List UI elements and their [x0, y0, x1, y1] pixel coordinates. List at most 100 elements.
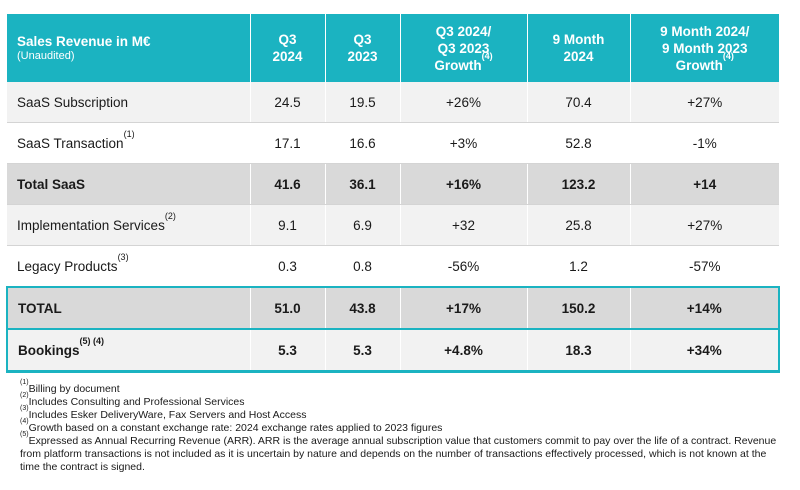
cell-9month-growth: +27% — [629, 82, 779, 123]
cell-9month-growth: -1% — [629, 122, 779, 164]
cell-9month-growth: -57% — [629, 245, 779, 288]
header-q3-2024: Q3 2024 — [249, 14, 325, 82]
cell-q3-2024: 5.3 — [249, 329, 325, 373]
cell-q3-growth: +32 — [399, 204, 527, 246]
header-q3-2024-line1: Q3 — [278, 32, 297, 47]
header-sales-revenue: Sales Revenue in M€ (Unaudited) — [7, 14, 250, 82]
cell-q3-2023: 36.1 — [324, 163, 400, 205]
cell-q3-2024: 0.3 — [249, 245, 325, 288]
cell-q3-growth: -56% — [399, 245, 527, 288]
sales-revenue-table-wrapper: Sales Revenue in M€ (Unaudited) Q3 2024 … — [6, 14, 780, 373]
row-label-text: TOTAL — [18, 300, 62, 316]
header-9month-growth-line3: Growth — [675, 57, 723, 73]
header-q3-growth-footnote-ref: (4) — [481, 51, 493, 61]
footnote-2: (2)Includes Consulting and Professional … — [20, 392, 780, 409]
row-label: TOTAL — [6, 286, 250, 330]
cell-9month-growth: +34% — [629, 329, 780, 373]
footnote-1: (1)Billing by document — [20, 379, 780, 396]
cell-q3-growth: +16% — [399, 163, 527, 205]
row-label-text: SaaS Subscription — [17, 94, 129, 110]
row-label: SaaS Transaction(1) — [7, 122, 250, 164]
header-q3-2023: Q3 2023 — [324, 14, 400, 82]
footnote-marker: (3) — [20, 404, 29, 412]
cell-9month-2024: 70.4 — [526, 82, 630, 123]
row-label: Legacy Products(3) — [7, 245, 250, 288]
row-label: Bookings(5) (4) — [6, 329, 250, 373]
table-header-row: Sales Revenue in M€ (Unaudited) Q3 2024 … — [7, 14, 779, 82]
cell-9month-2024: 25.8 — [526, 204, 630, 246]
row-label-text: Implementation Services — [17, 217, 165, 233]
footnote-text: Includes Esker DeliveryWare, Fax Servers… — [28, 409, 307, 421]
cell-q3-2023: 19.5 — [324, 82, 400, 123]
footnote-marker: (2) — [20, 391, 29, 399]
cell-9month-growth: +14 — [629, 163, 779, 205]
row-label-text: SaaS Transaction — [17, 135, 124, 151]
header-subtitle: (Unaudited) — [17, 50, 75, 62]
footnote-text: Expressed as Annual Recurring Revenue (A… — [20, 435, 777, 473]
footnote-text: Billing by document — [28, 383, 120, 395]
header-9month-2024-line2: 2024 — [563, 49, 594, 64]
row-legacy-products: Legacy Products(3) 0.3 0.8 -56% 1.2 -57% — [7, 245, 779, 288]
cell-q3-growth: +4.8% — [399, 329, 527, 373]
row-label-text: Bookings — [18, 342, 80, 358]
header-q3-growth-line2: Q3 2023 — [437, 40, 490, 56]
footnote-marker: (1) — [20, 378, 29, 386]
cell-q3-2024: 41.6 — [249, 163, 325, 205]
row-saas-transaction: SaaS Transaction(1) 17.1 16.6 +3% 52.8 -… — [7, 122, 779, 164]
header-q3-2023-line2: 2023 — [347, 49, 378, 64]
footnote-text: Growth based on a constant exchange rate… — [28, 422, 443, 434]
header-q3-growth-line1: Q3 2024/ — [435, 23, 492, 39]
cell-9month-2024: 150.2 — [526, 286, 630, 330]
cell-q3-2024: 51.0 — [249, 286, 325, 330]
header-9month-growth-line2: 9 Month 2023 — [661, 40, 748, 56]
cell-9month-2024: 123.2 — [526, 163, 630, 205]
cell-q3-2024: 9.1 — [249, 204, 325, 246]
footnote-text: Includes Consulting and Professional Ser… — [28, 396, 245, 408]
cell-q3-2023: 5.3 — [324, 329, 400, 373]
row-total: TOTAL 51.0 43.8 +17% 150.2 +14% — [6, 286, 780, 330]
row-footnote-ref: (1) — [123, 129, 135, 139]
footnotes: (1)Billing by document (2)Includes Consu… — [20, 379, 780, 474]
footnote-marker: (5) — [20, 430, 29, 438]
cell-q3-2023: 0.8 — [324, 245, 400, 288]
cell-q3-2024: 24.5 — [249, 82, 325, 123]
header-q3-growth-line3: Growth — [434, 57, 482, 73]
cell-9month-2024: 1.2 — [526, 245, 630, 288]
sales-revenue-table: Sales Revenue in M€ (Unaudited) Q3 2024 … — [6, 14, 780, 373]
header-9month-2024: 9 Month 2024 — [526, 14, 630, 82]
cell-q3-2023: 43.8 — [324, 286, 400, 330]
row-label: Implementation Services(2) — [7, 204, 250, 246]
footnote-5: (5)Expressed as Annual Recurring Revenue… — [20, 431, 780, 474]
cell-q3-growth: +26% — [399, 82, 527, 123]
row-label-text: Legacy Products — [17, 258, 118, 274]
row-bookings: Bookings(5) (4) 5.3 5.3 +4.8% 18.3 +34% — [6, 329, 780, 373]
cell-q3-2023: 16.6 — [324, 122, 400, 164]
header-9month-growth-footnote-ref: (4) — [722, 51, 734, 61]
footnote-marker: (4) — [20, 417, 29, 425]
row-total-saas: Total SaaS 41.6 36.1 +16% 123.2 +14 — [7, 163, 779, 205]
cell-q3-growth: +3% — [399, 122, 527, 164]
row-footnote-ref: (2) — [164, 211, 176, 221]
header-title: Sales Revenue in M€ — [17, 34, 151, 49]
row-label: Total SaaS — [7, 163, 250, 205]
header-q3-2024-line2: 2024 — [272, 49, 303, 64]
cell-9month-2024: 18.3 — [526, 329, 630, 373]
footnote-4: (4)Growth based on a constant exchange r… — [20, 418, 780, 435]
cell-9month-growth: +14% — [629, 286, 780, 330]
header-q3-2023-line1: Q3 — [353, 32, 372, 47]
row-footnote-ref: (3) — [117, 252, 129, 262]
row-implementation-services: Implementation Services(2) 9.1 6.9 +32 2… — [7, 204, 779, 246]
row-footnote-ref: (5) (4) — [79, 336, 105, 346]
row-label: SaaS Subscription — [7, 82, 250, 123]
cell-q3-2023: 6.9 — [324, 204, 400, 246]
row-saas-subscription: SaaS Subscription 24.5 19.5 +26% 70.4 +2… — [7, 82, 779, 123]
cell-q3-growth: +17% — [399, 286, 527, 330]
header-9month-growth: 9 Month 2024/ 9 Month 2023 Growth(4) — [629, 14, 779, 82]
header-q3-growth: Q3 2024/ Q3 2023 Growth(4) — [399, 14, 527, 82]
cell-9month-2024: 52.8 — [526, 122, 630, 164]
footnote-3: (3)Includes Esker DeliveryWare, Fax Serv… — [20, 405, 780, 422]
header-9month-2024-line1: 9 Month — [552, 32, 605, 47]
row-label-text: Total SaaS — [17, 176, 86, 192]
header-9month-growth-line1: 9 Month 2024/ — [660, 23, 750, 39]
cell-9month-growth: +27% — [629, 204, 779, 246]
